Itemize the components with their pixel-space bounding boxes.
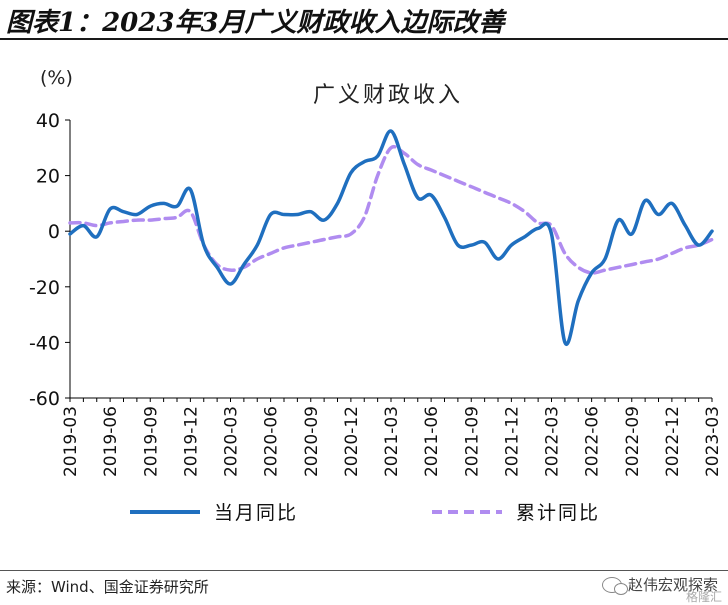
- x-tick-label: 2021-03: [382, 406, 402, 477]
- y-tick-label: 20: [36, 166, 60, 188]
- legend-label-monthly: 当月同比: [214, 502, 298, 524]
- x-tick-label: 2021-09: [462, 406, 482, 477]
- source-divider: [0, 570, 728, 571]
- chart-title: 广义财政收入: [313, 83, 463, 108]
- chart-container: (%) 广义财政收入 40 20 0 -20 -40 -60 2019-03 2019-06 201…: [0, 40, 728, 570]
- x-tick-label: 2020-12: [342, 406, 362, 477]
- x-tick-label: 2019-03: [61, 406, 81, 477]
- x-tick-label: 2022-09: [623, 406, 643, 477]
- y-tick-label: -40: [29, 332, 60, 354]
- y-axis-unit-label: (%): [40, 67, 73, 89]
- source-note: 来源：Wind、国金证券研究所: [6, 578, 209, 596]
- title-divider: [0, 38, 728, 40]
- x-tick-label: 2022-03: [543, 406, 563, 477]
- x-tick-label: 2019-12: [181, 406, 201, 477]
- watermark-text: 赵伟宏观探索: [627, 576, 718, 594]
- figure-title: 图表1：2023年3月广义财政收入边际改善: [6, 8, 505, 38]
- x-tick-label: 2021-06: [422, 406, 442, 477]
- x-tick-label: 2019-06: [101, 406, 121, 477]
- x-tick-label: 2020-09: [302, 406, 322, 477]
- x-tick-label: 2020-06: [262, 406, 282, 477]
- series-monthly-yoy-line: [68, 129, 714, 347]
- x-tick-label: 2022-06: [583, 406, 603, 477]
- x-tick-label: 2021-12: [502, 406, 522, 477]
- x-tick-label: 2019-09: [141, 406, 161, 477]
- wechat-watermark: 赵伟宏观探索: [601, 574, 718, 595]
- gelonghui-watermark: 格隆汇: [685, 590, 722, 604]
- series-cumulative-yoy-line: [68, 144, 714, 275]
- x-tick-label: 2023-03: [703, 406, 723, 477]
- y-tick-label: 0: [48, 221, 60, 243]
- x-tick-label: 2020-03: [222, 406, 242, 477]
- y-tick-label: 40: [36, 110, 60, 132]
- y-tick-label: -20: [29, 277, 60, 299]
- y-tick-label: -60: [29, 388, 60, 410]
- legend-label-cumulative: 累计同比: [516, 502, 600, 524]
- wechat-icon: [601, 576, 628, 595]
- x-tick-label: 2022-12: [663, 406, 683, 477]
